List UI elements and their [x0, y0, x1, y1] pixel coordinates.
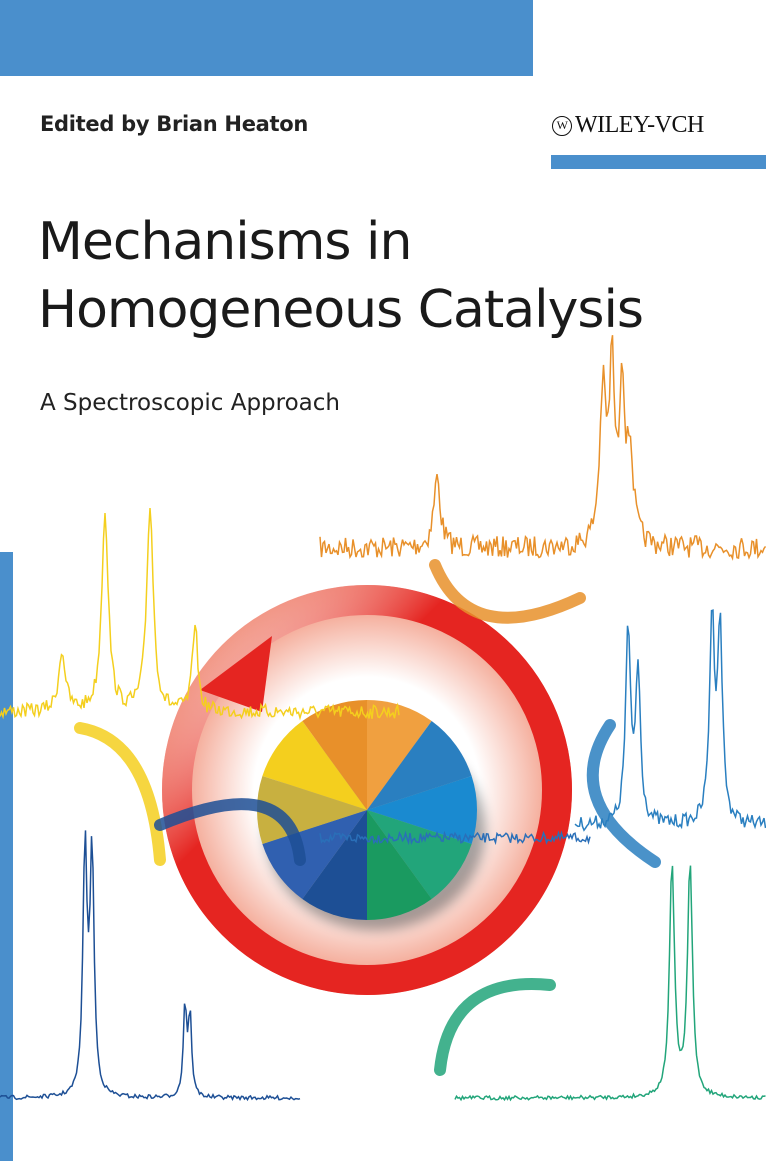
baseline-spectrum: [319, 830, 591, 846]
color-wheel-segment: [367, 700, 432, 810]
book-subtitle: A Spectroscopic Approach: [40, 390, 340, 416]
title-line-2: Homogeneous Catalysis: [38, 280, 644, 340]
color-wheel-segment: [367, 810, 472, 899]
yellow-spectrum: [0, 508, 400, 721]
color-wheel-segment: [262, 810, 367, 899]
title-line-1: Mechanisms in: [38, 212, 412, 272]
curved-arrow-icon: [586, 719, 661, 868]
editor-credit: Edited by Brian Heaton: [40, 112, 309, 136]
curved-arrow-icon: [154, 798, 306, 866]
book-title: Mechanisms in Homogeneous Catalysis: [38, 208, 644, 344]
wiley-emblem-icon: W: [552, 115, 572, 136]
color-wheel-segment: [367, 721, 472, 810]
cycle-arrowhead-icon: [200, 636, 272, 712]
spectra: [0, 335, 766, 1102]
publisher-name: WILEY-VCH: [575, 112, 704, 138]
curved-arrow-icon: [74, 722, 166, 866]
color-wheel-segment: [367, 776, 477, 844]
cycle-arrows: [74, 559, 661, 1076]
green-spectrum: [454, 865, 766, 1102]
left-blue-bar: [0, 552, 13, 1161]
orange-spectrum: [319, 335, 766, 561]
color-wheel-segment: [262, 721, 367, 810]
publisher-logo: W WILEY-VCH: [552, 112, 704, 139]
top-blue-bar: [0, 0, 533, 76]
blue-spectrum: [574, 609, 766, 832]
color-wheel: [257, 700, 477, 920]
color-wheel-segment: [302, 700, 367, 810]
color-wheel-segment: [367, 810, 432, 920]
curved-arrow-icon: [429, 559, 586, 624]
curved-arrow-icon: [434, 978, 556, 1076]
navy-spectrum: [0, 830, 301, 1102]
publisher-blue-bar: [551, 155, 766, 169]
